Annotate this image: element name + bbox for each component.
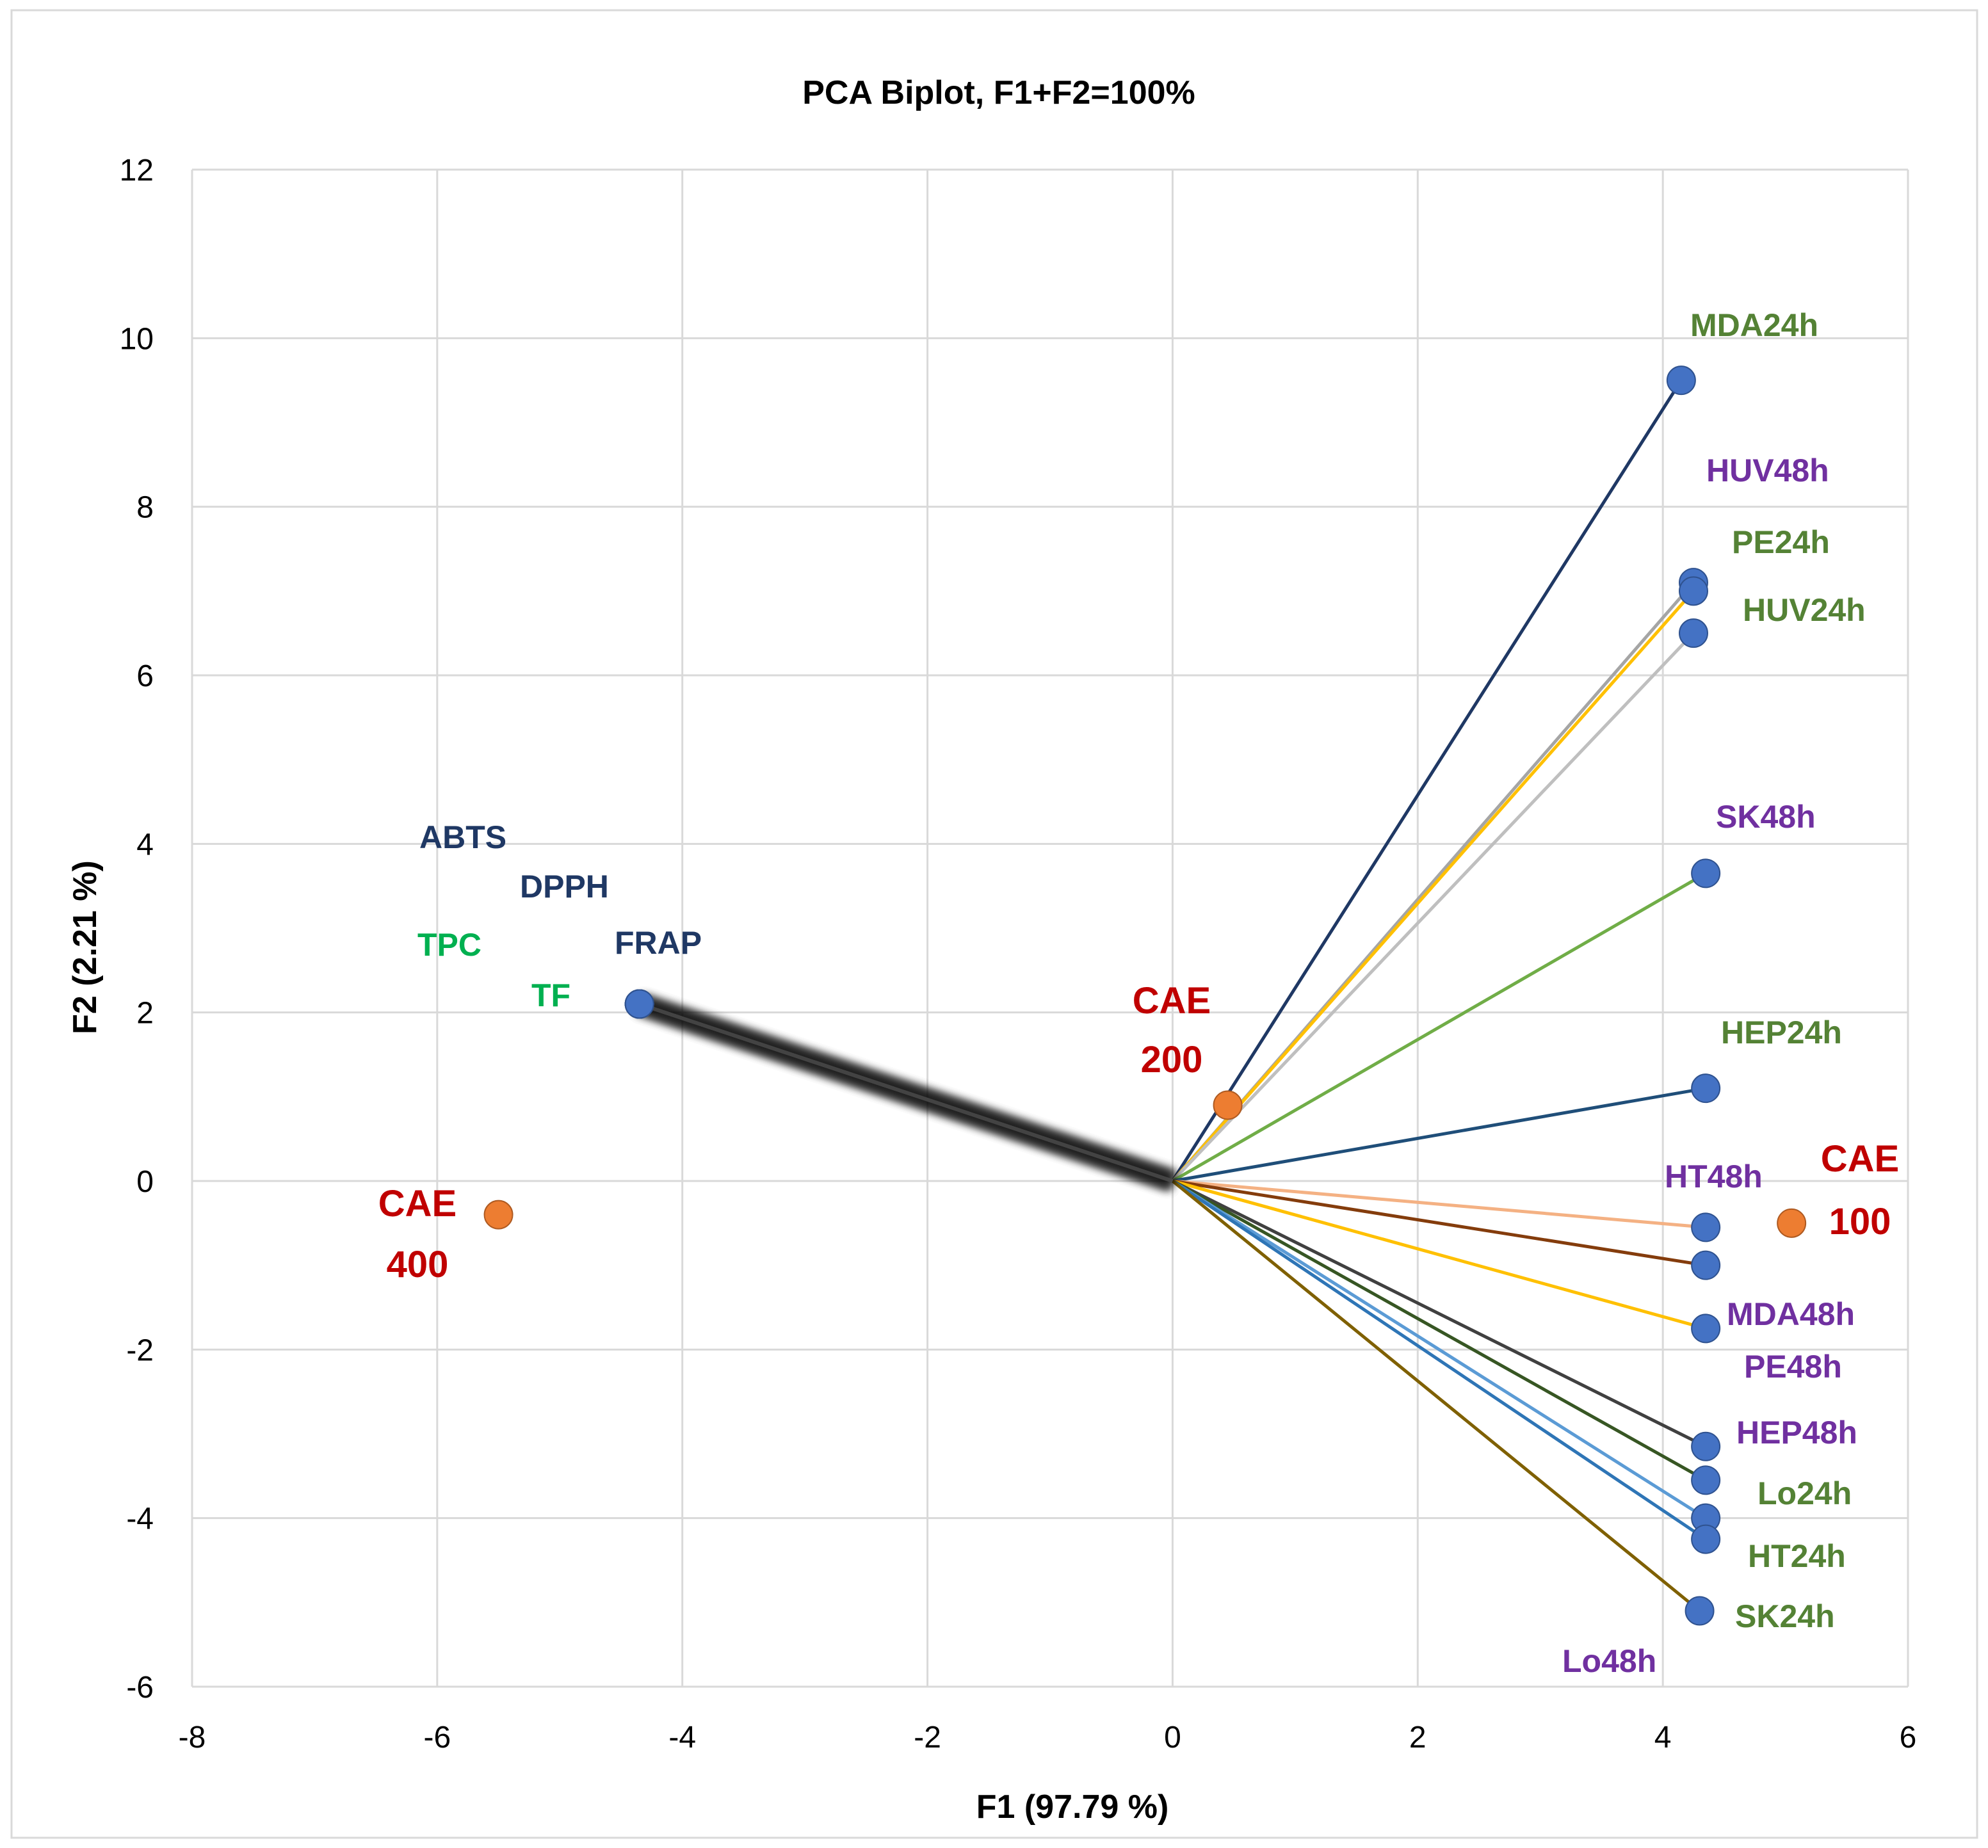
point-pe48h bbox=[1691, 1314, 1721, 1344]
label-mda48h: MDA48h bbox=[1727, 1296, 1855, 1332]
label-cae-200-line1: CAE bbox=[1133, 980, 1211, 1022]
label-cae-100-line2: 100 bbox=[1829, 1201, 1891, 1242]
variable-points bbox=[624, 366, 1721, 1626]
y-axis-ticks: -6 -4 -2 0 2 4 6 8 10 12 bbox=[120, 154, 154, 1705]
y-tick-label: 12 bbox=[120, 154, 154, 188]
observation-points bbox=[483, 1090, 1807, 1238]
vector-mda48h bbox=[1172, 1179, 1706, 1267]
point-cae-200 bbox=[1213, 1090, 1243, 1120]
point-mda48h bbox=[1691, 1250, 1721, 1280]
vector-hep24h bbox=[1172, 1086, 1706, 1183]
x-axis-title: F1 (97.79 %) bbox=[976, 1788, 1169, 1826]
x-axis-ticks: -8 -6 -4 -2 0 2 4 6 bbox=[179, 1721, 1917, 1755]
vector-frap bbox=[638, 1002, 1174, 1183]
point-frap bbox=[624, 989, 654, 1019]
variable-labels: MDA24h HUV48h PE24h HUV24h SK48h HEP24h HT48h M… bbox=[417, 307, 1866, 1679]
chart-frame bbox=[10, 9, 1978, 1839]
x-tick-label: 4 bbox=[1654, 1721, 1672, 1755]
vector-pe48h bbox=[1172, 1179, 1706, 1330]
label-cae-200-line2: 200 bbox=[1141, 1039, 1203, 1081]
vector-huv24h bbox=[1171, 632, 1695, 1182]
y-tick-label: 0 bbox=[136, 1165, 154, 1199]
point-mda24h bbox=[1666, 366, 1696, 396]
label-lo48h: Lo48h bbox=[1562, 1643, 1656, 1679]
label-huv48h: HUV48h bbox=[1706, 453, 1829, 488]
label-ht48h: HT48h bbox=[1665, 1159, 1763, 1194]
x-tick-label: -4 bbox=[668, 1721, 696, 1755]
point-sk24h bbox=[1691, 1524, 1721, 1554]
y-tick-label: 10 bbox=[120, 322, 154, 356]
point-cae-400 bbox=[483, 1200, 513, 1230]
vector-sk24h bbox=[1172, 1179, 1707, 1541]
label-pe24h: PE24h bbox=[1732, 524, 1830, 560]
loading-vectors bbox=[636, 379, 1707, 1612]
point-huv24h bbox=[1679, 618, 1708, 648]
point-lo24h bbox=[1691, 1465, 1721, 1495]
label-sk48h: SK48h bbox=[1716, 799, 1816, 835]
vector-sk48h bbox=[1172, 872, 1707, 1183]
label-huv24h: HUV24h bbox=[1743, 592, 1866, 628]
label-tpc: TPC bbox=[417, 927, 481, 963]
vector-ht48h bbox=[1172, 1179, 1706, 1229]
point-sk48h bbox=[1691, 858, 1721, 888]
x-tick-label: 0 bbox=[1164, 1721, 1181, 1755]
label-lo24h: Lo24h bbox=[1758, 1475, 1852, 1511]
y-tick-label: 4 bbox=[136, 828, 154, 862]
point-pe24h bbox=[1679, 576, 1708, 606]
label-mda24h: MDA24h bbox=[1690, 307, 1818, 343]
y-tick-label: -2 bbox=[126, 1333, 154, 1367]
label-cae-100-line1: CAE bbox=[1821, 1138, 1899, 1180]
label-tf: TF bbox=[531, 977, 570, 1013]
grid-lines bbox=[191, 168, 1909, 1688]
y-tick-label: -4 bbox=[126, 1502, 154, 1536]
chart-title: PCA Biplot, F1+F2=100% bbox=[802, 74, 1195, 111]
point-ht48h bbox=[1691, 1212, 1721, 1242]
label-sk24h: SK24h bbox=[1735, 1598, 1835, 1634]
point-hep24h bbox=[1691, 1073, 1721, 1104]
observation-labels: CAE 200 CAE 400 CAE 100 bbox=[378, 980, 1899, 1285]
vector-hep48h bbox=[1172, 1179, 1707, 1448]
point-lo48h bbox=[1685, 1596, 1715, 1626]
label-pe48h: PE48h bbox=[1744, 1349, 1842, 1385]
label-ht24h: HT24h bbox=[1748, 1538, 1846, 1574]
x-tick-label: 6 bbox=[1900, 1721, 1917, 1755]
y-tick-label: 8 bbox=[136, 491, 154, 525]
label-hep48h: HEP48h bbox=[1736, 1415, 1857, 1450]
vector-ht24h bbox=[1172, 1179, 1707, 1520]
point-hep48h bbox=[1691, 1431, 1721, 1461]
label-frap: FRAP bbox=[615, 925, 702, 961]
x-tick-label: 2 bbox=[1409, 1721, 1426, 1755]
y-tick-label: 2 bbox=[136, 997, 154, 1031]
y-tick-label: 6 bbox=[136, 659, 154, 693]
vector-lo48h bbox=[1171, 1180, 1701, 1612]
label-hep24h: HEP24h bbox=[1721, 1015, 1842, 1050]
vector-mda24h bbox=[1171, 379, 1683, 1182]
y-tick-label: -6 bbox=[126, 1671, 154, 1705]
x-tick-label: -8 bbox=[179, 1721, 206, 1755]
label-dpph: DPPH bbox=[520, 869, 609, 904]
label-abts: ABTS bbox=[419, 819, 506, 855]
x-tick-label: -2 bbox=[914, 1721, 941, 1755]
label-cae-400-line2: 400 bbox=[387, 1244, 449, 1285]
vector-pe24h bbox=[1171, 590, 1695, 1182]
label-cae-400-line1: CAE bbox=[378, 1183, 457, 1225]
y-axis-title: F2 (2.21 %) bbox=[67, 860, 104, 1034]
point-cae-100 bbox=[1777, 1208, 1807, 1238]
vector-lo24h bbox=[1172, 1179, 1707, 1482]
x-tick-label: -6 bbox=[424, 1721, 451, 1755]
